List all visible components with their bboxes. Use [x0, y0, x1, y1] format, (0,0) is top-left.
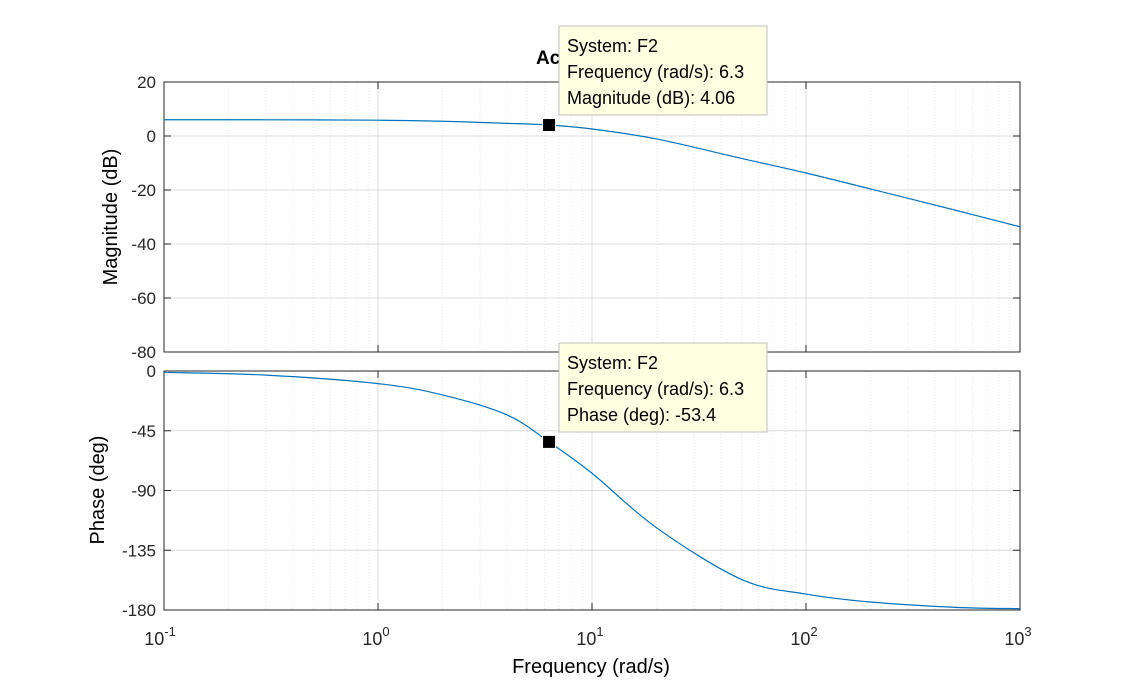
- chart-title: Ac: [536, 48, 561, 69]
- datatip-box: [558, 342, 768, 433]
- x-axis-label: Frequency (rad/s): [512, 656, 670, 678]
- y-tick-label: 20: [137, 73, 156, 92]
- datatip-line: Phase (deg): -53.4: [567, 405, 716, 425]
- y-tick-label: -90: [131, 482, 156, 501]
- datatip-line: System: F2: [567, 353, 658, 373]
- x-tick-label: 101: [576, 624, 603, 649]
- y-axis-label: Magnitude (dB): [100, 149, 122, 286]
- y-tick-label: -180: [122, 601, 156, 620]
- x-tick-label: 102: [790, 624, 817, 649]
- y-tick-label: -135: [122, 541, 156, 560]
- x-tick-label: 10-1: [144, 624, 176, 649]
- y-tick-label: -40: [131, 235, 156, 254]
- x-tick-label: 100: [362, 624, 389, 649]
- datatip-line: Frequency (rad/s): 6.3: [567, 379, 744, 399]
- series-line: [163, 119, 1021, 228]
- y-tick-label: -80: [131, 343, 156, 362]
- phase-axes: 0 -45 -90 -135 -180 Phase (deg): [87, 362, 1021, 620]
- datatips: System: F2 Frequency (rad/s): 6.3 Magnitud…: [542, 25, 768, 449]
- y-tick-label: -20: [131, 181, 156, 200]
- datatip-line: Frequency (rad/s): 6.3: [567, 62, 744, 82]
- datatip-line: System: F2: [567, 36, 658, 56]
- x-tick-label: 103: [1004, 624, 1031, 649]
- x-tick-labels: 10-1 100 101 102 103: [144, 624, 1031, 649]
- datatip-line: Magnitude (dB): 4.06: [567, 88, 735, 108]
- series-line: [163, 371, 1021, 610]
- y-tick-label: 0: [147, 127, 156, 146]
- datatip-marker: [542, 118, 557, 133]
- y-axis-label: Phase (deg): [87, 436, 109, 545]
- datatip-box: [558, 25, 768, 116]
- magnitude-axes: 20 0 -20 -40 -60 -80 Magnitude (dB): [100, 73, 1021, 362]
- y-tick-label: -45: [131, 422, 156, 441]
- y-tick-label: -60: [131, 289, 156, 308]
- datatip-marker: [542, 434, 557, 449]
- y-tick-label: 0: [147, 362, 156, 381]
